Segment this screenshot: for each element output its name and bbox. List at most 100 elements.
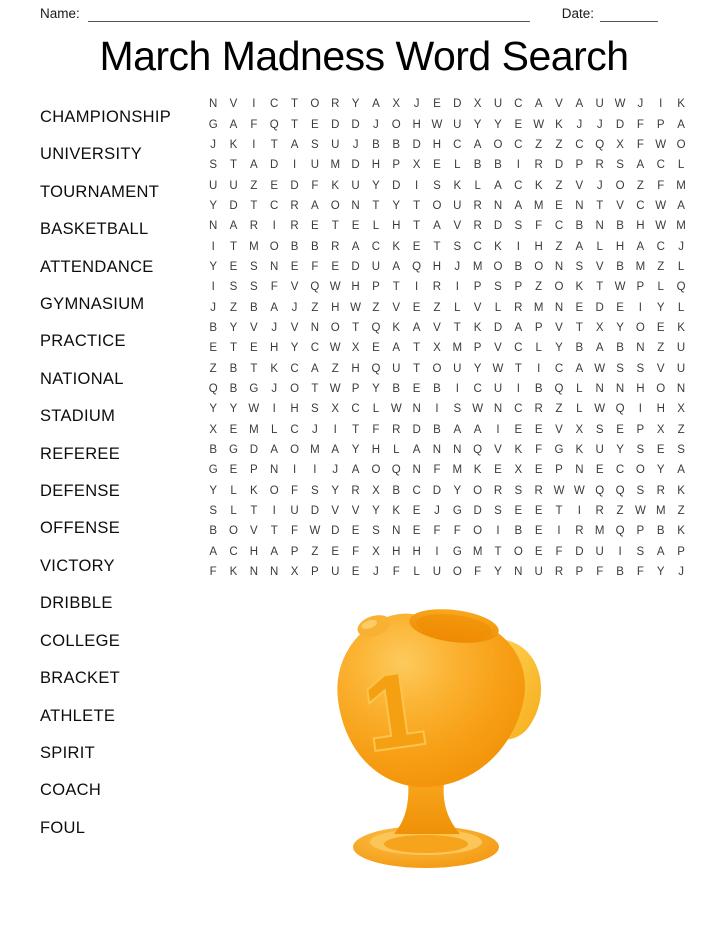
grid-letter: Y: [372, 179, 380, 192]
grid-letter: W: [329, 342, 341, 355]
grid-letter: A: [514, 321, 523, 334]
grid-letter: E: [351, 566, 360, 579]
word-list-item: FOUL: [40, 818, 86, 837]
grid-letter: P: [372, 281, 380, 294]
grid-letter: V: [494, 444, 502, 457]
grid-letter: Q: [676, 281, 686, 294]
grid-letter: O: [432, 199, 442, 212]
grid-letter: S: [616, 362, 624, 375]
grid-letter: I: [659, 98, 663, 111]
grid-letter: T: [230, 159, 238, 172]
name-label: Name:: [40, 6, 80, 21]
grid-letter: Y: [331, 484, 340, 497]
grid-letter: I: [272, 220, 276, 233]
grid-letter: M: [249, 423, 259, 436]
grid-letter: D: [432, 484, 442, 497]
grid-letter: S: [229, 281, 238, 294]
grid-letter: I: [577, 505, 581, 518]
grid-letter: N: [270, 464, 279, 477]
grid-letter: R: [656, 484, 665, 497]
grid-letter: X: [331, 403, 340, 416]
grid-letter: R: [493, 484, 503, 497]
grid-letter: B: [616, 342, 624, 355]
grid-letter: Y: [494, 566, 502, 579]
grid-letter: H: [392, 220, 401, 233]
grid-letter: R: [290, 199, 299, 212]
grid-letter: O: [310, 98, 320, 111]
grid-letter: Z: [372, 301, 380, 314]
grid-letter: G: [208, 464, 218, 477]
grid-letter: B: [433, 382, 441, 395]
grid-letter: L: [677, 260, 685, 273]
grid-letter: E: [412, 382, 421, 395]
grid-letter: A: [677, 464, 685, 477]
grid-letter: S: [494, 505, 502, 518]
grid-letter: Z: [555, 138, 563, 151]
word-list-item: OFFENSE: [40, 519, 121, 538]
grid-letter: Y: [616, 321, 624, 334]
grid-letter: A: [270, 301, 279, 314]
grid-letter: W: [655, 138, 667, 151]
grid-letter: O: [615, 179, 625, 192]
grid-letter: W: [594, 403, 606, 416]
grid-letter: B: [372, 138, 380, 151]
grid-letter: E: [412, 240, 421, 253]
grid-letter: Z: [209, 362, 217, 375]
grid-letter: W: [472, 403, 484, 416]
grid-letter: A: [677, 199, 685, 212]
grid-letter: R: [290, 220, 299, 233]
grid-letter: U: [595, 98, 604, 111]
grid-letter: E: [372, 342, 380, 355]
grid-letter: N: [310, 321, 320, 334]
grid-letter: I: [638, 403, 642, 416]
grid-letter: C: [412, 484, 421, 497]
grid-letter: W: [329, 382, 341, 395]
grid-letter: K: [331, 179, 340, 192]
grid-letter: S: [250, 260, 258, 273]
grid-letter: J: [454, 260, 461, 273]
word-list-item: COLLEGE: [40, 631, 121, 650]
name-field-line[interactable]: [87, 7, 530, 22]
grid-letter: T: [250, 199, 258, 212]
grid-letter: E: [514, 505, 523, 518]
grid-letter: N: [676, 382, 686, 395]
grid-letter: N: [412, 464, 421, 477]
grid-letter: T: [413, 342, 421, 355]
grid-letter: T: [514, 362, 522, 375]
grid-letter: Y: [351, 444, 360, 457]
grid-letter: X: [372, 484, 380, 497]
grid-letter: B: [616, 220, 624, 233]
grid-letter: V: [555, 423, 563, 436]
grid-letter: T: [331, 220, 339, 233]
grid-letter: X: [392, 98, 401, 111]
grid-letter: Y: [209, 484, 217, 497]
grid-letter: A: [677, 118, 685, 131]
word-list-item: ATTENDANCE: [40, 257, 154, 276]
grid-letter: C: [371, 240, 381, 253]
grid-letter: Y: [392, 199, 401, 212]
grid-letter: K: [453, 179, 462, 192]
grid-letter: T: [372, 199, 380, 212]
word-list-item: NATIONAL: [40, 369, 124, 388]
grid-letter: B: [514, 525, 523, 538]
grid-letter: Z: [230, 301, 238, 314]
grid-letter: B: [250, 301, 258, 314]
grid-letter: L: [535, 342, 542, 355]
word-list-item: PRACTICE: [40, 332, 126, 351]
date-field-line[interactable]: [600, 7, 658, 22]
grid-letter: P: [534, 321, 543, 334]
grid-letter: B: [209, 444, 217, 457]
grid-letter: D: [473, 505, 482, 518]
grid-letter: O: [229, 525, 238, 538]
grid-letter: G: [452, 545, 462, 558]
word-list-item: REFEREE: [40, 444, 121, 463]
grid-letter: V: [290, 321, 299, 334]
grid-letter: D: [453, 98, 462, 111]
grid-letter: B: [514, 260, 523, 273]
grid-letter: C: [514, 403, 523, 416]
grid-letter: V: [250, 525, 258, 538]
grid-letter: N: [575, 464, 584, 477]
grid-letter: I: [252, 138, 256, 151]
grid-letter: C: [453, 138, 462, 151]
grid-letter: W: [655, 199, 667, 212]
